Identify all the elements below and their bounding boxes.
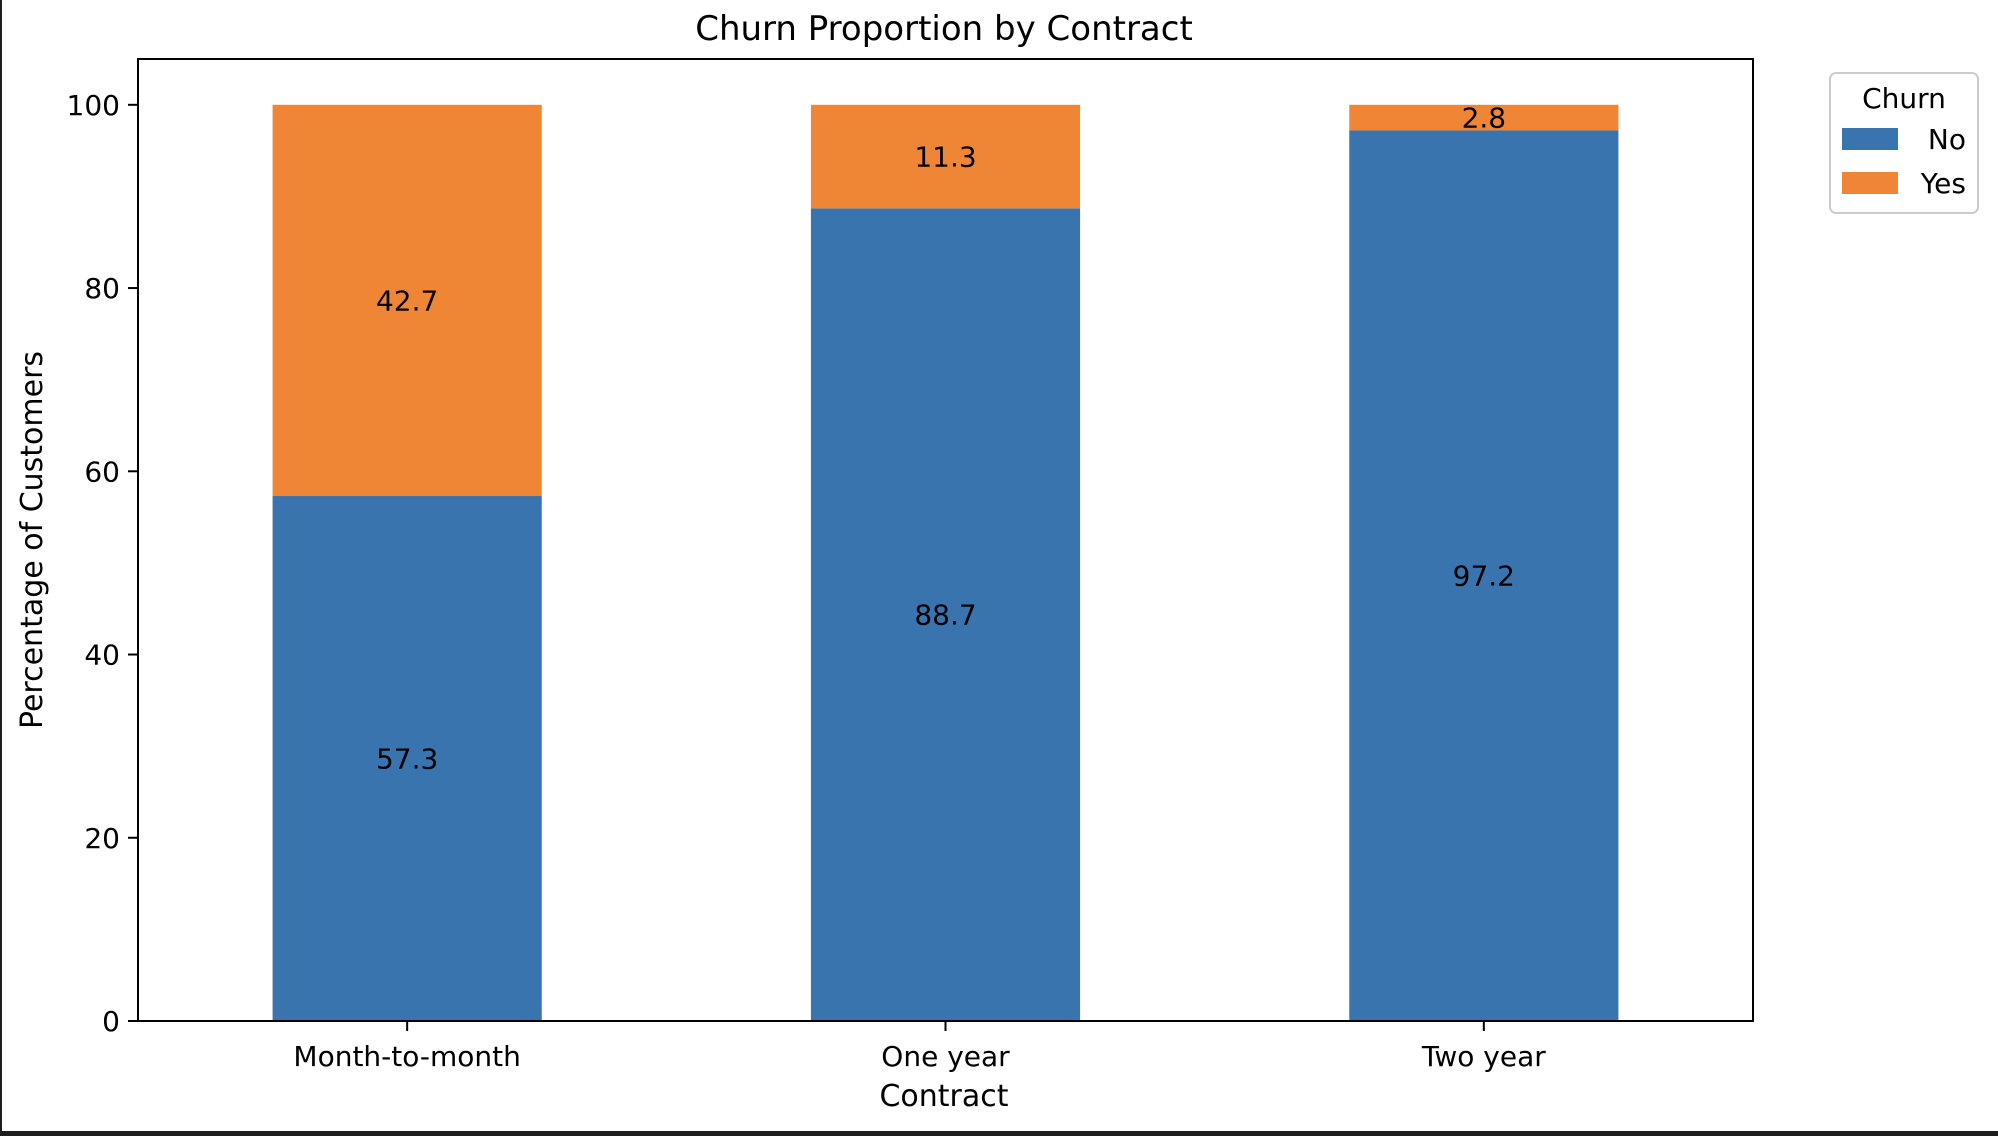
y-tick-label: 80 [84, 272, 120, 305]
x-axis: Month-to-month One year Two year [293, 1021, 1546, 1073]
bar-yes-2 [1349, 104, 1619, 131]
legend-label-no: No [1928, 123, 1966, 156]
bar-yes-0 [272, 104, 542, 497]
x-tick-label: Two year [1421, 1040, 1546, 1073]
x-tick-label: Month-to-month [293, 1040, 520, 1073]
data-label-yes-1: 11.3 [914, 141, 976, 174]
data-label-no-2: 97.2 [1453, 560, 1515, 593]
data-label-no-0: 57.3 [376, 743, 438, 776]
y-tick-label: 20 [84, 822, 120, 855]
bottom-window-edge [0, 1131, 1998, 1136]
x-tick-label: One year [881, 1040, 1010, 1073]
legend-label-yes: Yes [1920, 167, 1966, 200]
y-axis: 0 20 40 60 80 100 [67, 89, 138, 1038]
bar-yes-1 [810, 104, 1081, 209]
bar-no-2 [1349, 130, 1619, 1021]
legend-items: No Yes [1842, 123, 1966, 200]
x-axis-label: Contract [879, 1079, 1008, 1114]
legend: Churn No Yes [1829, 72, 1979, 214]
y-tick-label: 0 [102, 1005, 120, 1038]
data-label-yes-0: 42.7 [376, 284, 438, 317]
bar-no-0 [272, 496, 542, 1022]
data-label-no-1: 88.7 [914, 599, 976, 632]
y-tick-label: 100 [67, 89, 120, 122]
data-label-yes-2: 2.8 [1462, 102, 1507, 135]
left-window-edge [0, 0, 2, 1136]
bars-group [272, 104, 1619, 1022]
chart-title: Churn Proportion by Contract [695, 9, 1193, 49]
y-tick-label: 40 [84, 639, 120, 672]
legend-swatch-no [1842, 128, 1898, 150]
bar-no-1 [810, 208, 1081, 1021]
y-tick-label: 60 [84, 455, 120, 488]
y-axis-label: Percentage of Customers [15, 351, 50, 729]
legend-swatch-yes [1842, 172, 1898, 194]
data-labels-group: 57.3 42.7 88.7 11.3 97.2 2.8 [376, 102, 1515, 776]
legend-title: Churn [1862, 82, 1946, 115]
